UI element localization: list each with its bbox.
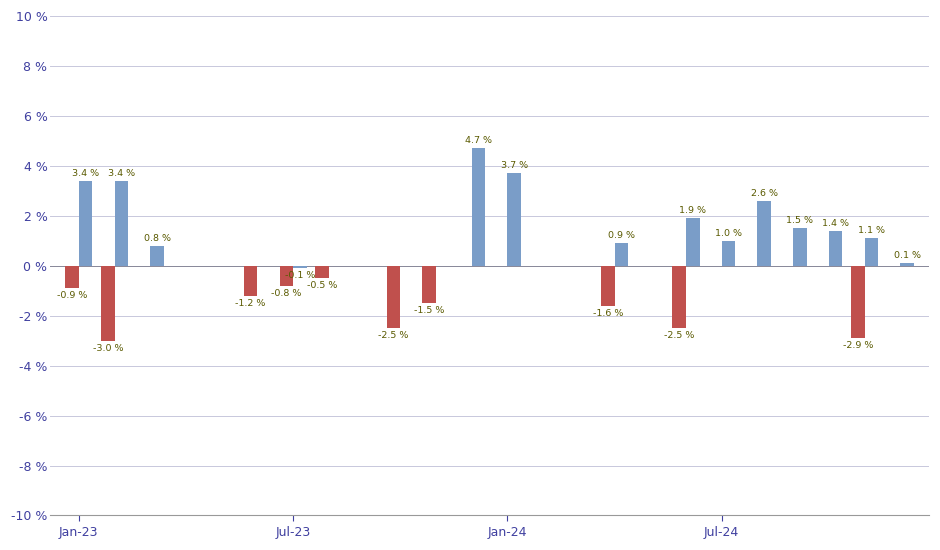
Text: -2.9 %: -2.9 % [842,341,873,350]
Bar [79,181,92,266]
Text: 1.0 %: 1.0 % [715,229,742,238]
Bar [672,266,686,328]
Text: -0.5 %: -0.5 % [306,281,337,290]
Text: 3.4 %: 3.4 % [72,169,100,178]
Bar [601,266,615,306]
Text: 1.9 %: 1.9 % [680,206,706,216]
Text: 3.7 %: 3.7 % [501,161,527,170]
Text: -2.5 %: -2.5 % [664,331,695,340]
Bar [422,266,436,303]
Bar [293,266,306,268]
Bar [793,228,807,266]
Text: -1.2 %: -1.2 % [235,299,266,308]
Bar [472,148,485,266]
Bar [315,266,329,278]
Text: 0.9 %: 0.9 % [608,232,635,240]
Bar [508,173,521,266]
Bar [65,266,79,288]
Text: 0.1 %: 0.1 % [894,251,920,260]
Bar [615,243,628,266]
Text: -0.1 %: -0.1 % [285,271,315,280]
Text: 4.7 %: 4.7 % [465,136,492,145]
Bar [115,181,128,266]
Text: 1.1 %: 1.1 % [858,227,885,235]
Text: 3.4 %: 3.4 % [108,169,135,178]
Text: -0.9 %: -0.9 % [56,292,87,300]
Bar [386,266,400,328]
Bar [851,266,865,338]
Text: -0.8 %: -0.8 % [271,289,302,298]
Bar [101,266,115,340]
Text: 2.6 %: 2.6 % [751,189,777,198]
Text: 1.4 %: 1.4 % [822,219,849,228]
Text: -2.5 %: -2.5 % [378,331,409,340]
Text: -1.6 %: -1.6 % [592,309,623,318]
Bar [865,238,878,266]
Bar [686,218,699,266]
Bar [901,263,914,266]
Bar [243,266,258,296]
Bar [279,266,293,286]
Text: 1.5 %: 1.5 % [787,216,813,225]
Bar [829,231,842,266]
Text: 0.8 %: 0.8 % [144,234,170,243]
Bar [758,201,771,266]
Bar [150,246,164,266]
Text: -3.0 %: -3.0 % [92,344,123,353]
Text: -1.5 %: -1.5 % [414,306,445,315]
Bar [722,241,735,266]
